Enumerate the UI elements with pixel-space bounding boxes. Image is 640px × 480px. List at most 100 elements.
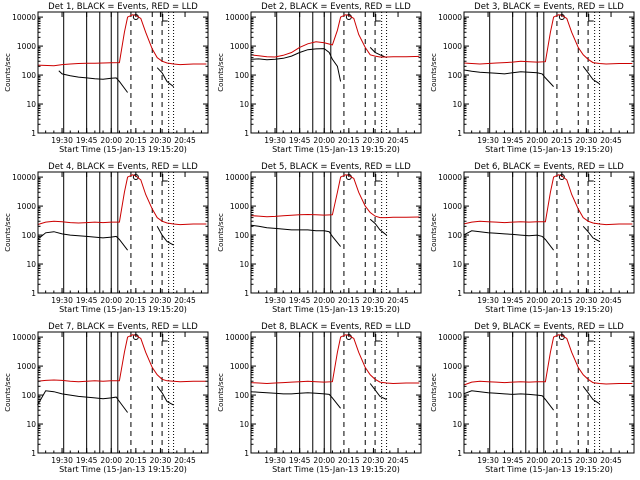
x-axis-label: Start Time (15-Jan-13 19:15:20) xyxy=(272,465,400,474)
y-tick-label: 10 xyxy=(452,100,462,109)
x-tick-label: 20:45 xyxy=(174,296,196,305)
detector-panel-8: Det 8, BLACK = Events, RED = LLD Counts/s… xyxy=(217,322,422,474)
lld-series-line xyxy=(37,174,207,226)
x-tick-label: 20:45 xyxy=(600,296,622,305)
plot-frame xyxy=(37,171,209,294)
x-tick-label: 20:00 xyxy=(526,136,548,145)
x-tick-label: 19:30 xyxy=(264,136,286,145)
y-tick-label: 10000 xyxy=(225,13,249,22)
y-tick-label: 100 xyxy=(22,231,37,240)
x-tick-label: 20:00 xyxy=(313,136,335,145)
y-tick-label: 1000 xyxy=(443,202,462,211)
panel-title: Det 2, BLACK = Events, RED = LLD xyxy=(261,2,411,12)
lld-series-line xyxy=(250,174,420,219)
x-tick-label: 20:00 xyxy=(100,296,122,305)
y-tick-label: 100 xyxy=(235,231,250,240)
y-axis-label: Counts/sec xyxy=(430,373,438,412)
x-tick-label: 19:30 xyxy=(51,456,73,465)
plot-frame xyxy=(463,11,635,134)
x-tick-label: 20:15 xyxy=(125,456,147,465)
x-tick-label: 19:30 xyxy=(477,136,499,145)
y-tick-label: 1 xyxy=(457,289,462,298)
x-tick-label: 19:30 xyxy=(264,296,286,305)
y-tick-label: 100 xyxy=(448,231,463,240)
y-tick-label: 100 xyxy=(22,391,37,400)
end-marker-glyph xyxy=(588,14,594,22)
x-tick-label: 19:45 xyxy=(76,456,98,465)
plot-frame xyxy=(250,11,422,134)
x-tick-label: 19:30 xyxy=(51,136,73,145)
y-axis-label: Counts/sec xyxy=(430,213,438,252)
y-axis-label: Counts/sec xyxy=(4,53,12,92)
y-tick-label: 10 xyxy=(452,420,462,429)
end-marker-glyph xyxy=(588,334,594,342)
lld-series-line xyxy=(463,174,633,226)
plot-frame xyxy=(37,11,209,134)
x-tick-label: 20:00 xyxy=(100,136,122,145)
y-tick-label: 1 xyxy=(31,449,36,458)
y-tick-label: 10000 xyxy=(438,333,462,342)
lld-series-line xyxy=(250,334,420,385)
x-axis-label: Start Time (15-Jan-13 19:15:20) xyxy=(272,305,400,314)
y-tick-label: 1 xyxy=(457,129,462,138)
y-tick-label: 1 xyxy=(244,129,249,138)
x-tick-label: 20:30 xyxy=(363,136,385,145)
lld-series-line xyxy=(463,334,633,386)
x-tick-label: 20:30 xyxy=(363,296,385,305)
end-marker-glyph xyxy=(375,174,381,182)
x-axis-label: Start Time (15-Jan-13 19:15:20) xyxy=(59,145,187,154)
y-axis-label: Counts/sec xyxy=(217,213,225,252)
panel-title: Det 4, BLACK = Events, RED = LLD xyxy=(48,162,198,172)
x-tick-label: 19:45 xyxy=(76,296,98,305)
x-tick-label: 20:45 xyxy=(174,136,196,145)
x-axis-label: Start Time (15-Jan-13 19:15:20) xyxy=(272,145,400,154)
y-tick-label: 10 xyxy=(26,420,36,429)
y-tick-label: 1 xyxy=(457,449,462,458)
end-marker-glyph xyxy=(162,14,168,22)
x-tick-label: 20:30 xyxy=(150,296,172,305)
y-axis-label: Counts/sec xyxy=(217,53,225,92)
x-tick-label: 19:45 xyxy=(502,296,524,305)
y-tick-label: 1 xyxy=(31,289,36,298)
panel-title: Det 3, BLACK = Events, RED = LLD xyxy=(474,2,624,12)
y-tick-label: 10000 xyxy=(12,173,36,182)
panel-title: Det 6, BLACK = Events, RED = LLD xyxy=(474,162,624,172)
plot-frame xyxy=(463,171,635,294)
x-tick-label: 19:30 xyxy=(477,456,499,465)
x-tick-label: 20:00 xyxy=(526,296,548,305)
end-marker-glyph xyxy=(375,334,381,342)
detector-panel-2: Det 2, BLACK = Events, RED = LLD Counts/s… xyxy=(217,2,422,154)
x-axis-label: Start Time (15-Jan-13 19:15:20) xyxy=(485,145,613,154)
y-tick-label: 10 xyxy=(26,100,36,109)
events-series-line xyxy=(250,47,387,82)
y-tick-label: 10000 xyxy=(12,13,36,22)
plot-frame xyxy=(250,171,422,294)
events-series-line xyxy=(250,383,387,409)
y-axis-label: Counts/sec xyxy=(4,373,12,412)
x-tick-label: 19:45 xyxy=(289,456,311,465)
detector-panel-5: Det 5, BLACK = Events, RED = LLD Counts/s… xyxy=(217,162,422,314)
y-tick-label: 1000 xyxy=(17,42,36,51)
x-tick-label: 20:15 xyxy=(551,136,573,145)
x-tick-label: 20:45 xyxy=(174,456,196,465)
x-tick-label: 19:45 xyxy=(502,136,524,145)
y-tick-label: 10000 xyxy=(438,173,462,182)
x-tick-label: 20:30 xyxy=(150,456,172,465)
x-tick-label: 20:00 xyxy=(313,456,335,465)
y-tick-label: 1000 xyxy=(443,42,462,51)
y-tick-label: 1000 xyxy=(230,362,249,371)
x-tick-label: 20:30 xyxy=(576,456,598,465)
lld-series-line xyxy=(37,14,207,67)
x-tick-label: 19:45 xyxy=(289,136,311,145)
detector-panel-4: Det 4, BLACK = Events, RED = LLD Counts/s… xyxy=(4,162,209,314)
panel-title: Det 1, BLACK = Events, RED = LLD xyxy=(48,2,198,12)
x-tick-label: 20:15 xyxy=(125,136,147,145)
panel-title: Det 9, BLACK = Events, RED = LLD xyxy=(474,322,624,332)
x-tick-label: 20:45 xyxy=(387,296,409,305)
y-tick-label: 10 xyxy=(239,100,249,109)
x-tick-label: 19:30 xyxy=(264,456,286,465)
y-tick-label: 100 xyxy=(22,71,37,80)
y-tick-label: 1000 xyxy=(17,362,36,371)
